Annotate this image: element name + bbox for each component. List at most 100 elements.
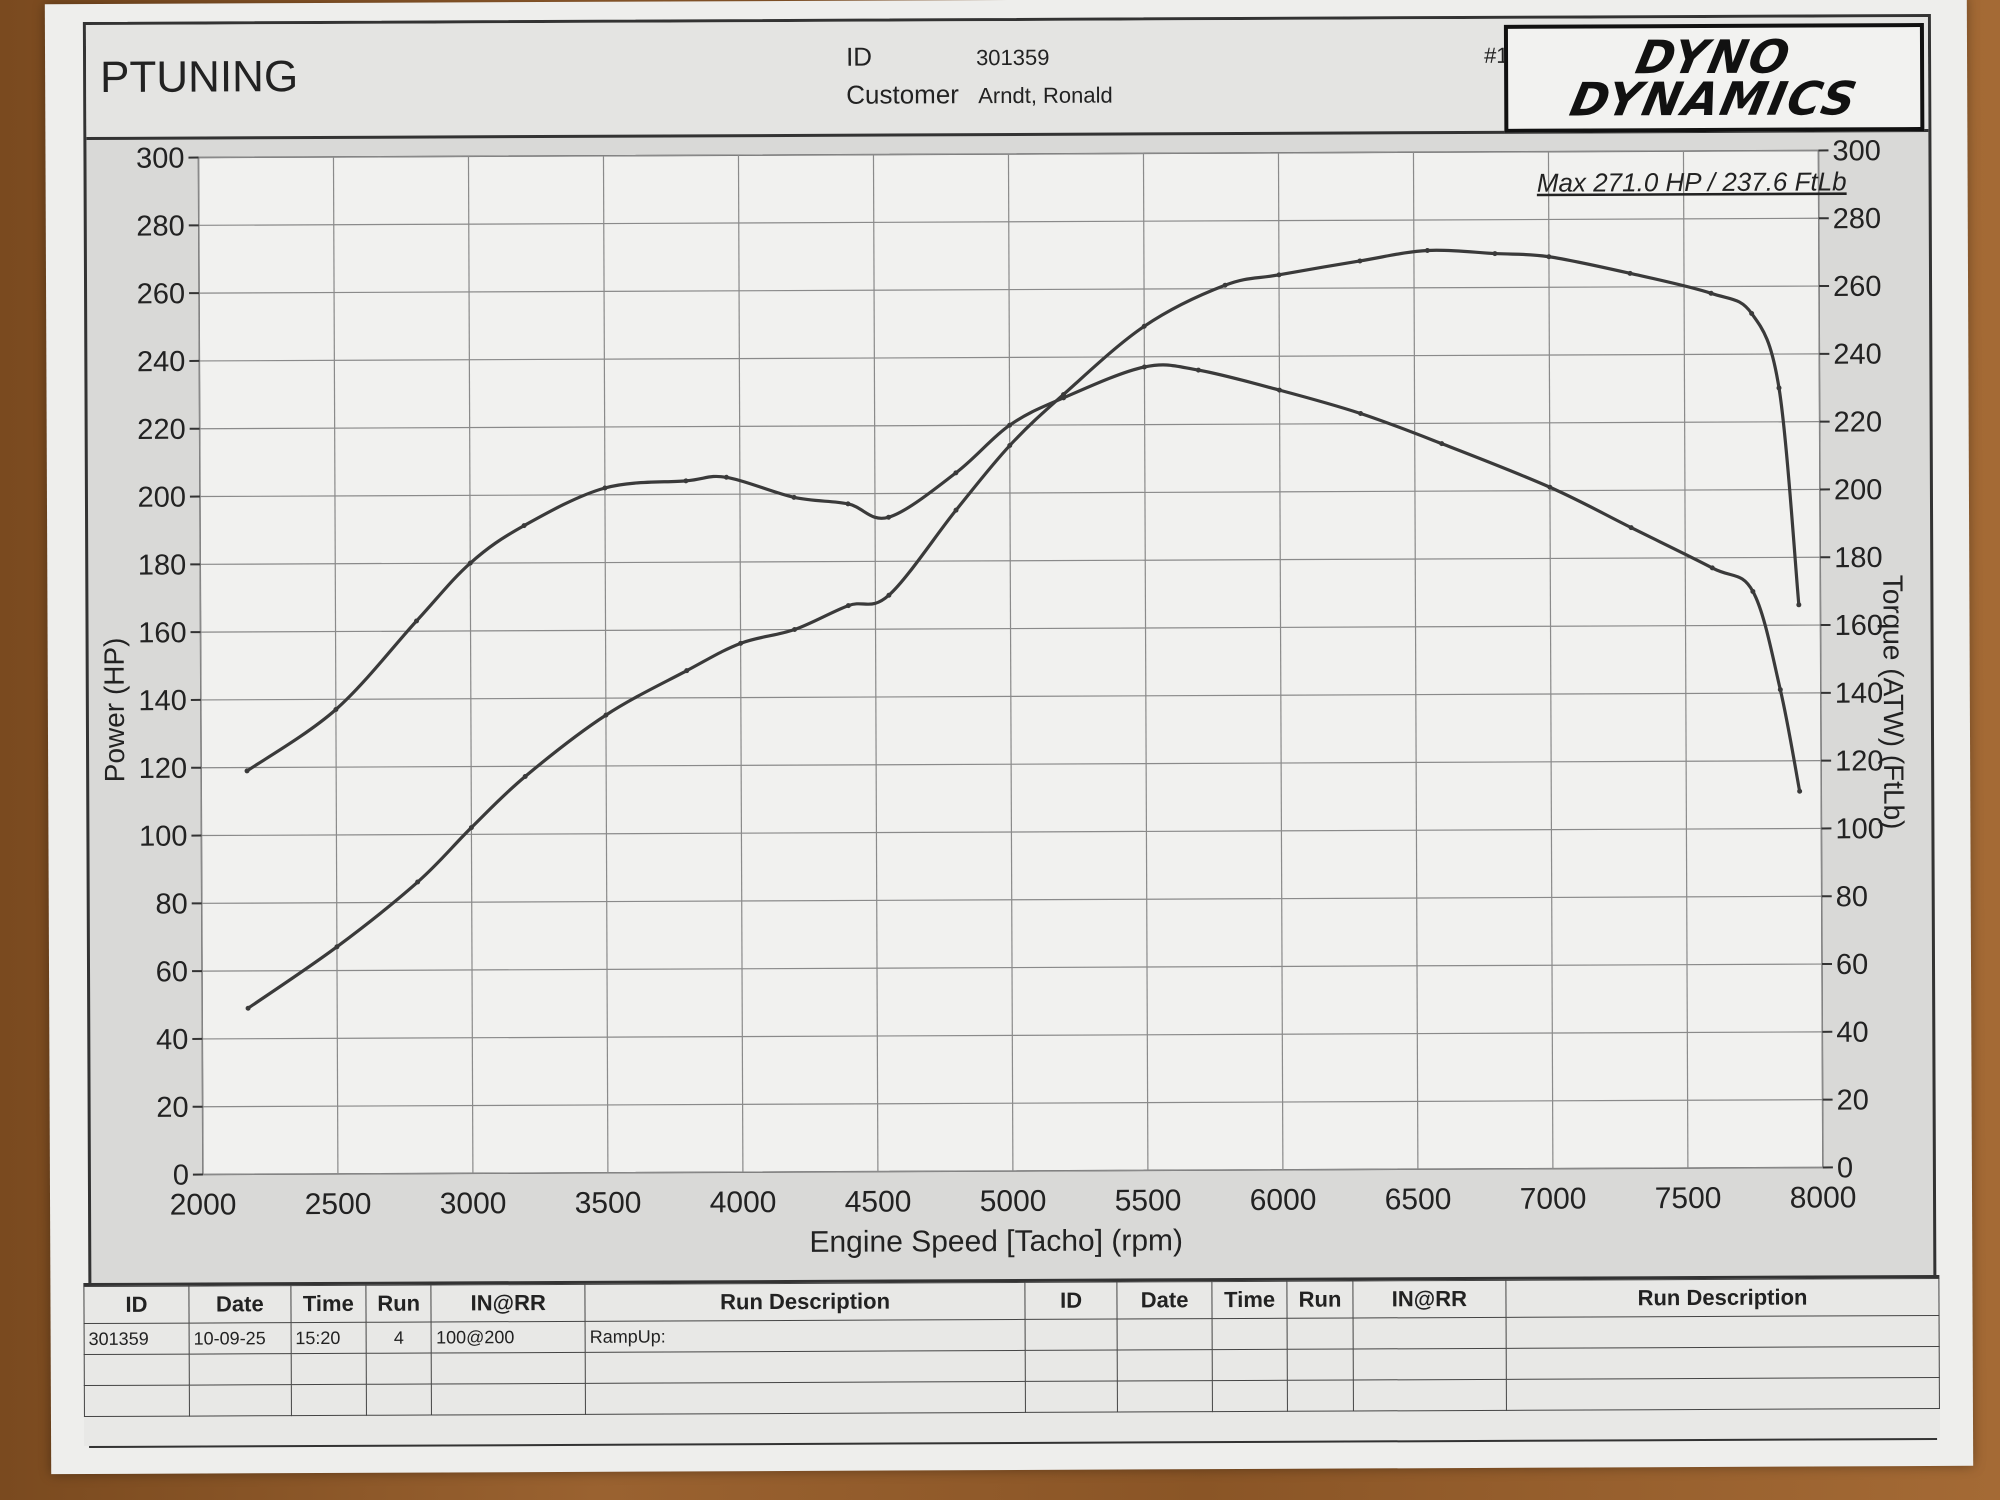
run-table-cell	[366, 1384, 432, 1416]
id-label: ID	[845, 41, 873, 72]
grid-line-y	[201, 895, 1822, 904]
power-point	[886, 592, 892, 598]
run-table-cell	[1287, 1318, 1353, 1350]
x-tick-label: 3000	[440, 1187, 507, 1220]
torque-point	[1061, 395, 1067, 401]
run-table-cell: 15:20	[290, 1322, 367, 1354]
grid-line-x	[1682, 151, 1689, 1169]
power-point	[1357, 258, 1363, 264]
run-table-cell	[290, 1353, 367, 1385]
run-table-cell	[1287, 1380, 1354, 1412]
grid-line-x	[737, 155, 744, 1173]
y-tick-label-right: 40	[1836, 1017, 1868, 1049]
y-tick-label-right: 140	[1835, 678, 1884, 710]
x-tick-label: 4000	[710, 1186, 777, 1219]
run-table-cell	[84, 1385, 190, 1417]
grid-line-y	[201, 827, 1822, 837]
torque-point	[953, 470, 959, 476]
grid-line-y	[199, 488, 1820, 498]
y-tick-label-right: 100	[1835, 813, 1884, 845]
x-tick-label: 7500	[1655, 1182, 1722, 1215]
power-point	[1222, 282, 1228, 288]
power-point	[1276, 272, 1282, 278]
torque-point	[723, 474, 729, 480]
torque-point	[602, 485, 608, 491]
run-table-cell	[189, 1353, 292, 1386]
y-tick-label-left: 260	[137, 278, 186, 310]
y-tick-label-right: 80	[1836, 881, 1868, 913]
power-point	[845, 603, 851, 609]
dyno-chart: 2000 2500 3000 3500 4000 4500 5000 5500 6000 6500…	[99, 135, 1910, 1259]
grid-line-x	[1412, 152, 1419, 1170]
run-table-cell: RampUp:	[585, 1319, 1026, 1353]
x-tick-label: 2000	[170, 1188, 237, 1221]
y-tick-label-right: 20	[1837, 1084, 1869, 1116]
run-table-cell	[585, 1381, 1026, 1415]
torque-point	[1547, 484, 1553, 490]
run-table-cell	[291, 1384, 367, 1416]
run-table-cell	[431, 1352, 586, 1385]
grid-line-x	[602, 155, 609, 1173]
run-table: ID Date Time Run IN@RR Run Description ID Date T…	[83, 1278, 1940, 1417]
run-table-header-cell: IN@RR	[1352, 1280, 1507, 1319]
torque-point	[333, 707, 339, 713]
dyno-sheet: PTUNING ID 301359 Customer Arndt, Ronald…	[44, 0, 1974, 1475]
y-tick-label-left: 80	[155, 888, 187, 920]
run-table-header-cell: Date	[188, 1285, 291, 1324]
torque-curve	[246, 363, 1802, 792]
power-point	[1708, 290, 1714, 296]
run-table-cell	[1212, 1318, 1288, 1350]
y-tick-label-left: 300	[136, 143, 185, 175]
torque-point	[1007, 422, 1013, 428]
grid-line-x	[1142, 153, 1149, 1171]
run-table-cell	[1353, 1379, 1507, 1412]
company-name: PTUNING	[100, 52, 299, 102]
run-table-header-cell: Run Description	[584, 1282, 1026, 1322]
run-table-header-cell: Run Description	[1505, 1278, 1940, 1318]
run-table-cell	[1212, 1380, 1288, 1412]
y-tick-label-left: 200	[137, 482, 186, 514]
y-tick-label-right: 120	[1835, 745, 1884, 777]
y-tick-label-left: 100	[139, 821, 188, 853]
torque-point	[1628, 525, 1634, 531]
customer-label: Customer	[846, 79, 959, 110]
power-point	[603, 712, 609, 718]
grid-line-x	[1547, 151, 1554, 1169]
torque-point	[1797, 788, 1803, 794]
run-table-cell	[1352, 1317, 1507, 1350]
power-point	[1796, 602, 1802, 608]
run-table-cell	[1212, 1349, 1288, 1381]
power-point	[415, 879, 421, 885]
y-tick-label-left: 140	[138, 685, 187, 717]
torque-point	[791, 494, 797, 500]
y-tick-label-right: 280	[1833, 203, 1882, 235]
torque-point	[1750, 588, 1756, 594]
power-point	[792, 627, 798, 633]
max-annotation: Max 271.0 HP / 237.6 FtLb	[1537, 166, 1847, 197]
run-table-cell	[431, 1383, 586, 1416]
torque-point	[1358, 410, 1364, 416]
x-tick-label: 2500	[305, 1188, 372, 1221]
chart-ticks: 2000 2500 3000 3500 4000 4500 5000 5500 6000 6500…	[136, 135, 1884, 1221]
run-table-header-cell: ID	[83, 1286, 190, 1324]
y-tick-label-right: 200	[1834, 474, 1883, 506]
power-point	[738, 640, 744, 646]
y-tick-label-right: 300	[1832, 135, 1881, 167]
chart-lines	[244, 247, 1803, 1011]
power-point	[1749, 310, 1755, 316]
x-tick-label: 7000	[1520, 1182, 1587, 1215]
run-table-cell	[585, 1350, 1026, 1384]
chart-grid	[197, 149, 1824, 1176]
power-point	[1424, 247, 1430, 253]
torque-point	[1709, 565, 1715, 571]
grid-line-y	[199, 285, 1820, 294]
grid-line-y	[202, 1166, 1823, 1176]
run-table-cell: 301359	[84, 1323, 190, 1355]
run-table-header-cell: ID	[1024, 1282, 1118, 1320]
power-point	[1627, 270, 1633, 276]
grid-line-x	[1277, 152, 1284, 1170]
run-table-header-cell: IN@RR	[431, 1284, 586, 1323]
y-tick-label-right: 180	[1834, 542, 1883, 574]
grid-line-y	[201, 760, 1822, 769]
grid-line-y	[200, 692, 1821, 701]
